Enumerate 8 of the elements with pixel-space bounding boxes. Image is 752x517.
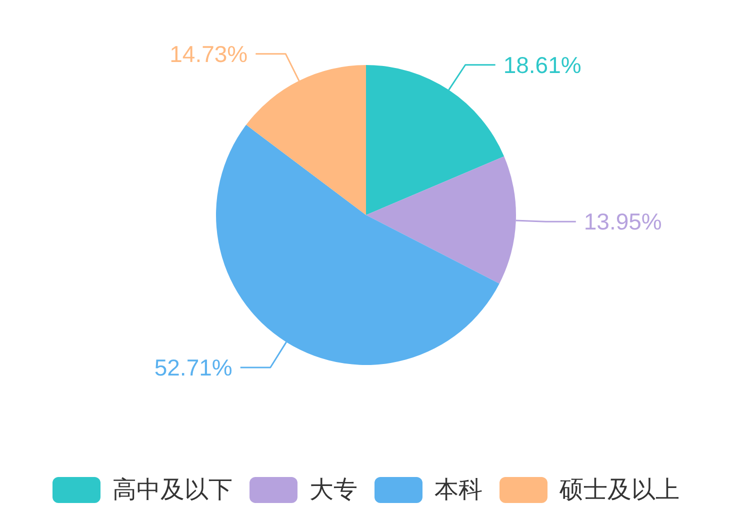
data-label: 13.95% (584, 208, 662, 235)
legend-label: 硕士及以上 (558, 476, 680, 504)
legend-label: 本科 (434, 476, 482, 504)
data-label: 52.71% (154, 354, 232, 380)
legend-label: 大专 (310, 476, 358, 504)
data-label: 18.61% (503, 52, 582, 78)
legend-label: 高中及以下 (112, 476, 232, 504)
data-label: 14.73% (170, 40, 248, 67)
